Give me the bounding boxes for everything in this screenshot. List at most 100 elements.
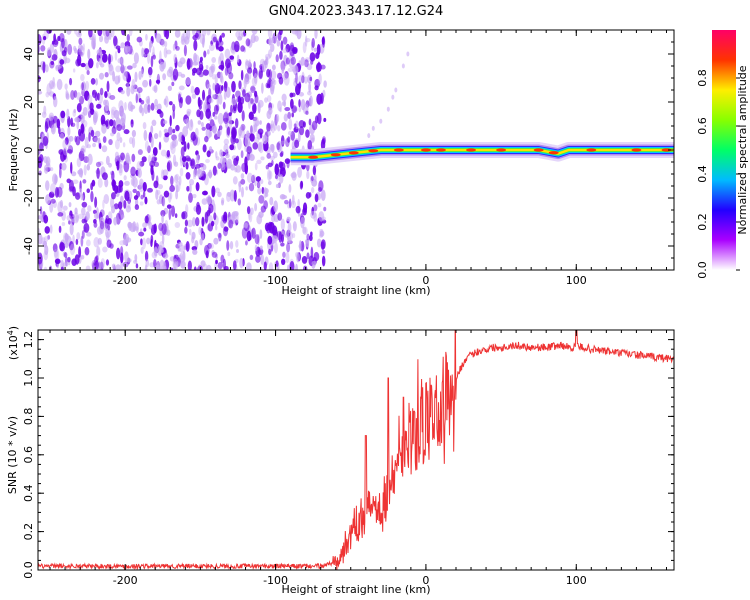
spectrogram-cell	[253, 116, 259, 128]
spectrogram-cell	[62, 147, 69, 156]
spectrogram-cell	[88, 30, 93, 38]
spectrogram-cell	[272, 120, 278, 131]
spectrogram-cell	[226, 62, 233, 75]
spectrogram-cell	[250, 207, 254, 216]
spectrogram-cell	[267, 30, 273, 38]
y-tick-label: 0.4	[22, 484, 35, 502]
spectrogram-cell	[164, 131, 170, 138]
y-tick-label: 1.0	[22, 369, 35, 387]
spectrogram-cell	[229, 241, 234, 250]
spectrogram-cell	[120, 214, 125, 219]
spectrogram-cell	[193, 39, 198, 51]
spectrogram-cell	[394, 87, 398, 93]
spectrogram-cell	[223, 138, 230, 146]
spectrogram-cell	[240, 150, 244, 159]
spectrogram-cell	[76, 31, 82, 38]
spectrogram-cell	[290, 172, 297, 179]
spectrogram-cell	[199, 110, 204, 121]
spectrogram-cell	[273, 241, 278, 254]
spectrogram-cell	[185, 241, 190, 252]
spectrogram-cell	[149, 160, 155, 168]
spectrogram-cell	[126, 86, 131, 97]
spectrogram-cell	[79, 45, 85, 58]
spectrogram-cell	[132, 221, 137, 232]
colorbar-tick-label: 0.6	[696, 117, 709, 135]
spectrogram-cell	[217, 112, 224, 125]
spectrogram-cell	[189, 159, 193, 167]
spectrogram-cell	[270, 120, 274, 129]
spectrogram-cell	[54, 258, 61, 265]
spectrogram-cell	[215, 259, 218, 265]
spectrogram-cell	[225, 153, 230, 159]
spectrogram-cell	[45, 194, 51, 205]
spectrogram-cell	[172, 128, 176, 134]
snr-axes: -200 -100 0 100 0.0 0.2 0.4 0.6 0.8 1.0 1.2	[22, 330, 674, 587]
snr-ylabel: SNR (10 * v/v)	[6, 416, 19, 494]
spectrogram-cell	[85, 239, 91, 247]
spectrogram-cell	[102, 246, 108, 253]
spectrogram-cell	[275, 260, 279, 268]
spectrogram-cell	[285, 57, 290, 65]
x-tick-label: -200	[113, 274, 138, 287]
spectrogram-cell	[59, 242, 66, 252]
spectrogram-cell	[279, 193, 286, 200]
spectrogram-cell	[116, 132, 121, 142]
spectrogram-cell	[253, 123, 258, 133]
spectrogram-cell	[285, 43, 291, 53]
spectrogram-cell	[59, 32, 65, 43]
spectrogram-cell	[180, 146, 185, 158]
spectrogram-cell	[249, 234, 252, 241]
spectrogram-cell	[214, 115, 218, 120]
spectrogram-cell	[70, 161, 73, 174]
spectrogram-cell	[199, 99, 203, 106]
spectrogram-cell	[150, 125, 154, 134]
spectrogram-cell	[173, 53, 177, 64]
spectrogram-cell	[119, 136, 123, 143]
spectrogram-cell	[49, 224, 53, 234]
spectrogram-cell	[84, 90, 90, 101]
spectrogram-cell	[249, 153, 255, 162]
spectrogram-cell	[281, 101, 285, 106]
spectrogram-cell	[239, 96, 245, 105]
spectrogram-cell	[223, 226, 229, 232]
spectrogram-cell	[71, 122, 76, 127]
spectrogram-cell	[148, 154, 152, 164]
spectrogram-cell	[284, 199, 289, 205]
spectrogram-cell	[367, 133, 371, 139]
spectrogram-cell	[80, 73, 85, 82]
spectrogram-cell	[277, 125, 281, 132]
spectrogram-cell	[172, 103, 176, 112]
spectrogram-cell	[63, 251, 68, 258]
spectrogram-cell	[290, 130, 296, 141]
spectrogram-cell	[274, 174, 278, 180]
spectrogram-cell	[128, 190, 133, 200]
spectrogram-cell	[154, 264, 161, 270]
spectrogram-cell	[302, 226, 307, 234]
spectrogram-cell	[117, 57, 123, 64]
spectrogram-cell	[108, 139, 113, 146]
spectrogram-cell	[268, 170, 273, 180]
spectrogram-cell	[251, 174, 257, 182]
spectrogram-cell	[65, 91, 70, 99]
spectrogram-cell	[126, 33, 130, 42]
spectrogram-cell	[168, 101, 173, 106]
spectrogram-cell	[276, 39, 281, 47]
spectrogram-cell	[96, 167, 100, 180]
spectrogram-cell	[55, 175, 58, 184]
spectrogram-cell	[298, 99, 301, 108]
spectrogram-cell	[125, 82, 131, 88]
spectrogram-cell	[151, 119, 157, 127]
spectrogram-cell	[254, 162, 258, 171]
snr-panel: -200 -100 0 100 0.0 0.2 0.4 0.6 0.8 1.0 1.2 Height…	[6, 326, 675, 596]
spectrogram-cell	[115, 45, 121, 50]
spectrogram-cell	[224, 48, 231, 59]
spectrogram-cell	[69, 223, 74, 236]
spectrogram-cell	[53, 39, 59, 46]
spectrogram-cell	[161, 196, 165, 207]
spectrogram-cell	[238, 80, 242, 90]
spectrogram-cell	[78, 246, 82, 258]
spectrogram-cell	[295, 205, 301, 214]
spectrogram-cell	[52, 243, 58, 253]
spectrogram-cell	[75, 58, 81, 67]
spectrogram-cell	[293, 123, 297, 128]
